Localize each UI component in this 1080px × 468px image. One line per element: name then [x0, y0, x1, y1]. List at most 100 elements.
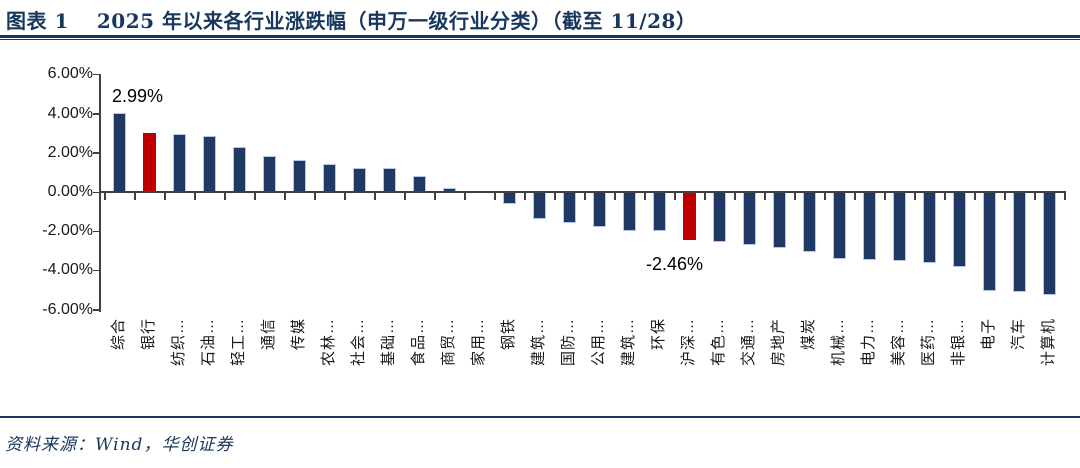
y-axis-tick — [93, 113, 100, 115]
y-axis-tick — [93, 269, 100, 272]
y-axis-tick — [93, 73, 100, 76]
x-axis-tick — [194, 193, 196, 200]
bar-纺织… — [172, 134, 186, 192]
x-axis-tick — [974, 193, 976, 200]
x-axis-category-label: 通信 — [260, 318, 277, 351]
x-axis-category-label: 电子 — [980, 318, 997, 351]
y-axis-label: -4.00% — [42, 261, 93, 279]
x-axis-tick — [764, 193, 766, 200]
bar-房地产 — [772, 192, 786, 249]
bar-煤炭 — [802, 192, 816, 252]
x-axis-category-label: 银行 — [140, 318, 157, 351]
x-axis-tick — [254, 193, 256, 200]
x-axis-category-label: 轻工… — [230, 318, 247, 367]
x-axis-tick — [794, 193, 796, 200]
y-axis-tick — [93, 309, 100, 311]
title-divider-thick-line — [0, 35, 1080, 38]
bar-农林… — [322, 163, 336, 192]
bar-沪深… — [682, 192, 696, 241]
chart-title: 图表 1 2025 年以来各行业涨跌幅（申万一级行业分类）（截至 11/28） — [6, 5, 696, 34]
source-note: 资料来源：Wind，华创证券 — [5, 435, 234, 455]
bar-汽车 — [1012, 192, 1026, 292]
x-axis-tick — [494, 193, 496, 200]
x-axis-category-label: 传媒 — [290, 318, 307, 351]
x-axis-tick — [1034, 193, 1036, 200]
x-axis-tick — [854, 193, 856, 200]
y-axis-label: -2.00% — [42, 222, 93, 240]
y-axis-tick — [93, 230, 100, 233]
x-axis-category-label: 建筑… — [620, 318, 637, 367]
y-axis-label: 0.00% — [47, 183, 93, 200]
y-axis-label: 6.00% — [47, 65, 93, 83]
y-axis-label: -6.00% — [42, 300, 93, 318]
bar-社会… — [352, 167, 366, 192]
x-axis-category-label: 食品… — [410, 318, 427, 367]
x-axis-category-label: 房地产 — [770, 318, 787, 367]
x-axis-tick — [734, 193, 736, 200]
x-axis-category-label: 家用… — [470, 318, 487, 367]
source-divider — [0, 416, 1080, 418]
x-axis-tick — [164, 193, 166, 200]
bar-电子 — [982, 192, 996, 291]
x-axis-category-label: 电力… — [860, 318, 877, 367]
figure-label: 图表 1 — [6, 9, 69, 33]
bar-轻工… — [232, 146, 246, 192]
bar-计算机 — [1042, 192, 1056, 295]
bar-环保 — [652, 192, 666, 232]
x-axis-category-label: 非银… — [950, 318, 967, 367]
title-divider-gap — [0, 38, 1080, 39]
bar-石油… — [202, 135, 216, 192]
x-axis-tick — [944, 193, 946, 200]
bar-建筑… — [622, 192, 636, 231]
x-axis-tick — [584, 193, 586, 200]
x-axis-tick — [674, 193, 676, 200]
x-axis-category-label: 美容… — [890, 318, 907, 367]
figure-title-text: 2025 年以来各行业涨跌幅（申万一级行业分类）（截至 11/28） — [96, 9, 697, 33]
x-axis-category-label: 建筑… — [530, 318, 547, 367]
bar-银行 — [142, 133, 156, 192]
bar-有色… — [712, 192, 726, 242]
x-axis-category-label: 国防… — [560, 318, 577, 367]
x-axis-category-label: 商贸… — [440, 318, 457, 367]
title-divider — [0, 35, 1080, 40]
x-axis-tick — [104, 193, 106, 200]
x-axis-tick — [614, 193, 616, 200]
x-axis-category-label: 环保 — [650, 318, 667, 351]
x-axis-tick — [284, 193, 286, 200]
bar-国防… — [562, 192, 576, 223]
x-axis-tick — [914, 193, 916, 200]
bar-传媒 — [292, 160, 306, 192]
bar-电力… — [862, 192, 876, 261]
x-axis-tick — [464, 193, 466, 200]
y-axis-label: 2.00% — [47, 143, 93, 161]
data-label-沪深…: -2.46% — [646, 254, 704, 275]
x-axis-category-label: 有色… — [710, 318, 727, 367]
x-axis-category-label: 综合 — [110, 318, 127, 351]
bar-美容… — [892, 192, 906, 262]
x-axis-category-label: 纺织… — [170, 318, 187, 367]
x-axis-tick — [824, 193, 826, 200]
x-axis-tick — [554, 193, 556, 200]
bar-基础… — [382, 167, 396, 192]
x-axis-tick — [224, 193, 226, 200]
x-axis-tick — [884, 193, 886, 200]
x-axis-category-label: 基础… — [380, 318, 397, 367]
x-axis-category-label: 农林… — [320, 318, 337, 367]
x-axis-category-label: 社会… — [350, 318, 367, 367]
x-axis-category-label: 机械… — [830, 318, 847, 367]
x-axis-tick — [524, 193, 526, 200]
bar-钢铁 — [502, 192, 516, 205]
x-axis-tick — [704, 193, 706, 200]
bar-公用… — [592, 192, 606, 227]
x-axis-category-label: 医药… — [920, 318, 937, 367]
x-axis-category-label: 钢铁 — [500, 318, 517, 351]
title-divider-thin-line — [0, 39, 1080, 40]
bar-综合 — [112, 112, 126, 192]
x-axis-category-label: 石油… — [200, 318, 217, 367]
bar-机械… — [832, 192, 846, 259]
x-axis-line — [100, 191, 1066, 193]
x-axis-tick — [1064, 193, 1066, 200]
bar-交通… — [742, 192, 756, 246]
data-label-银行: 2.99% — [112, 86, 164, 107]
x-axis-tick — [644, 193, 646, 200]
